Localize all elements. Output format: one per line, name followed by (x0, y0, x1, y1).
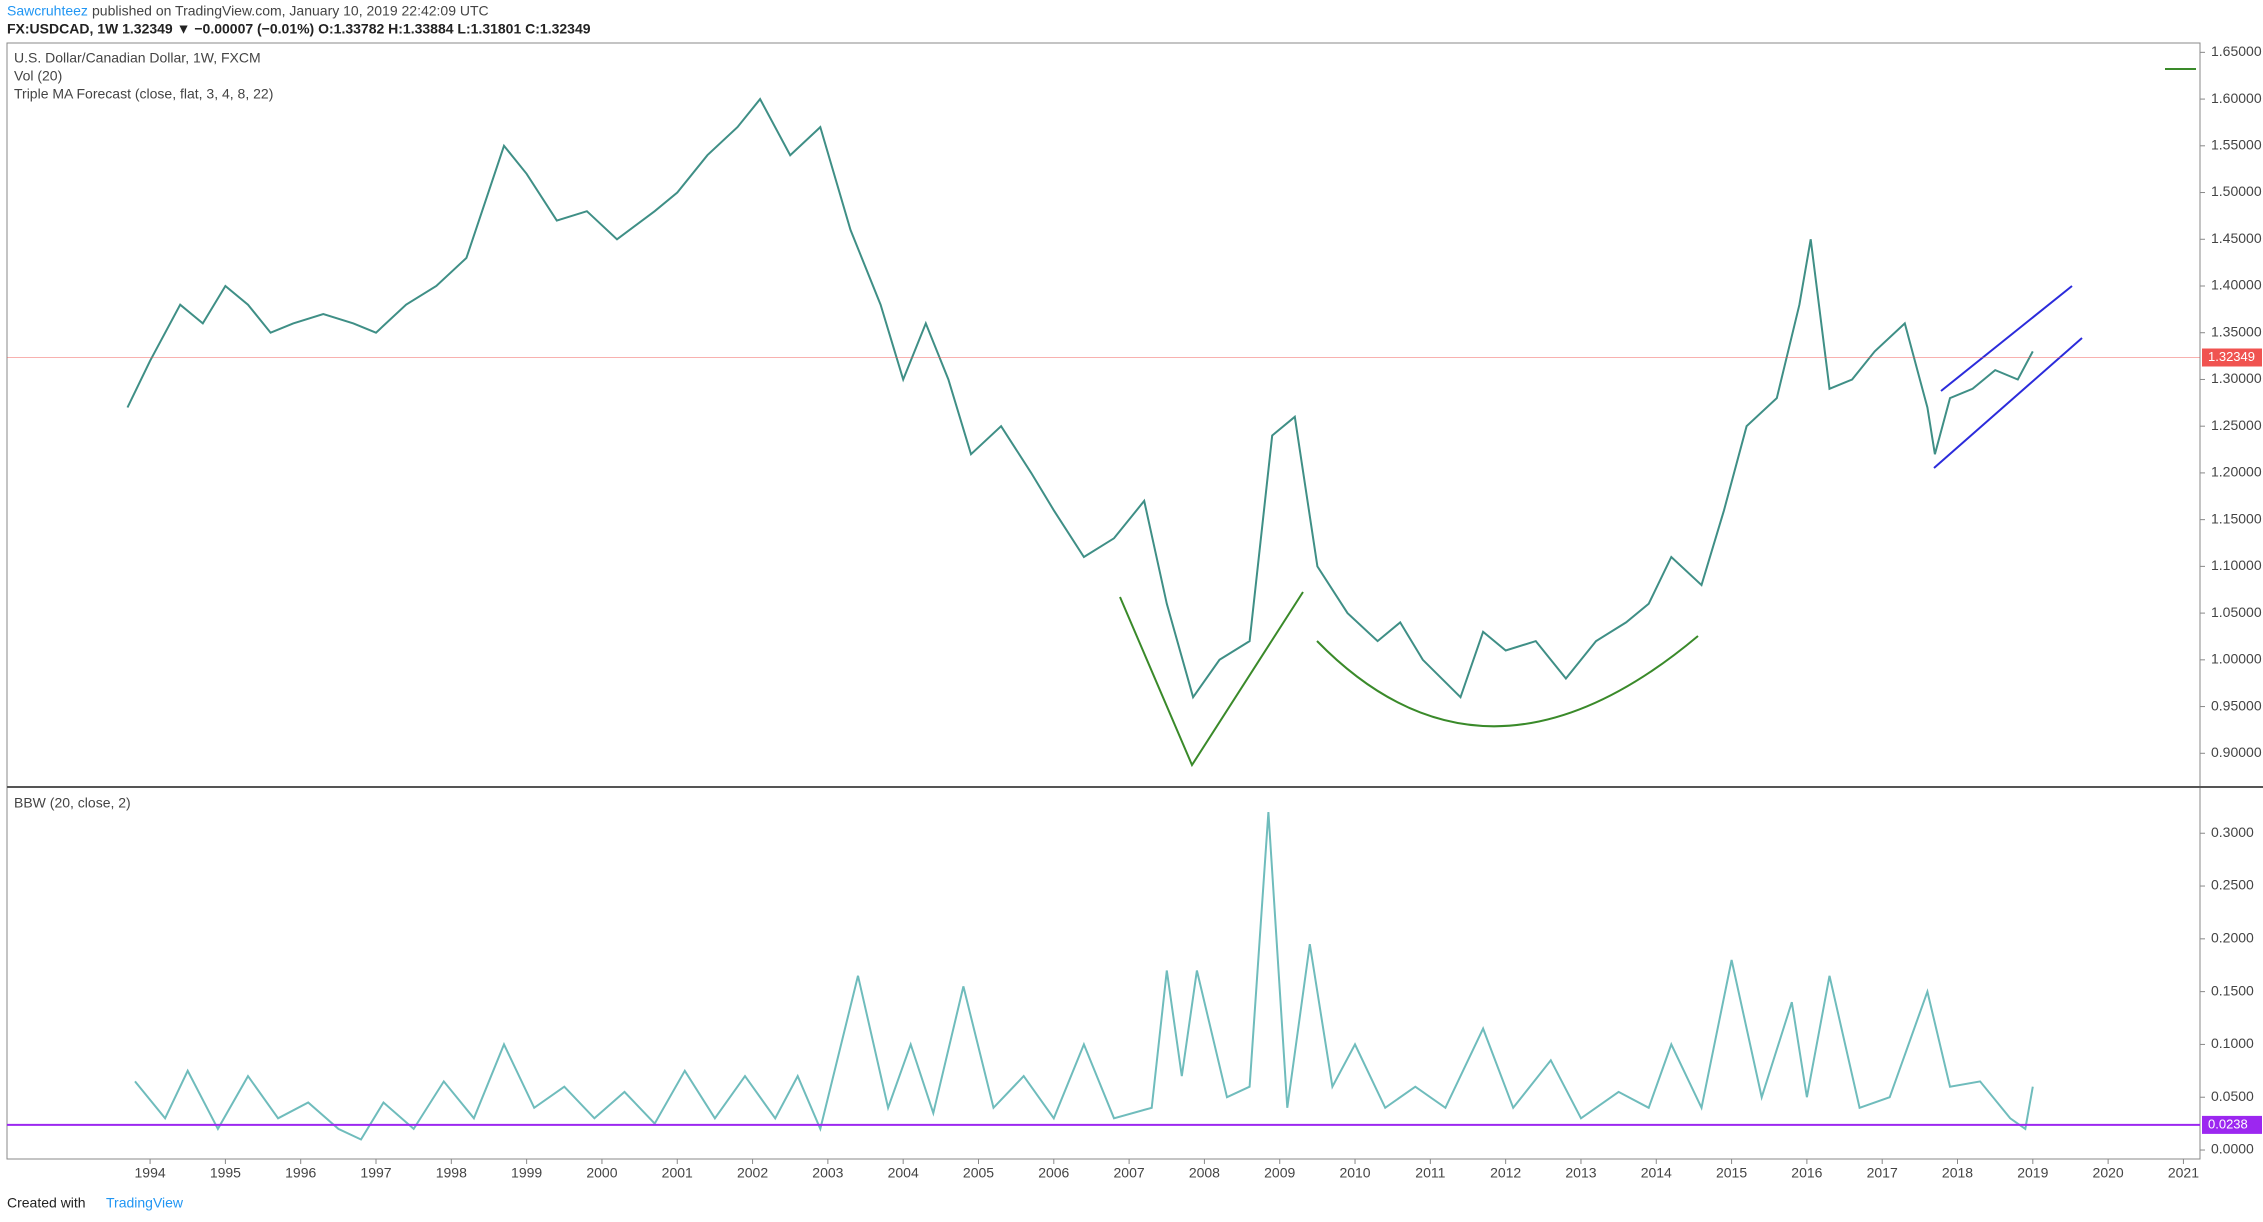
x-tick-label: 2015 (1716, 1165, 1747, 1181)
x-tick-label: 1999 (511, 1165, 542, 1181)
x-tick-label: 2017 (1867, 1165, 1898, 1181)
last-value-label: 1.32349 (2208, 349, 2255, 364)
legend-bbw: BBW (20, close, 2) (14, 795, 131, 811)
y-tick-label: 1.20000 (2211, 464, 2262, 480)
y-tick-label: 1.45000 (2211, 230, 2262, 246)
x-tick-label: 2007 (1114, 1165, 1145, 1181)
y-tick-label: 1.60000 (2211, 90, 2262, 106)
x-tick-label: 2021 (2168, 1165, 2199, 1181)
y-tick-label: 1.30000 (2211, 370, 2262, 386)
y-tick-label: 1.65000 (2211, 43, 2262, 59)
x-tick-label: 2009 (1264, 1165, 1295, 1181)
last-value-box (2202, 1115, 2262, 1134)
channel-lower (1933, 337, 2083, 469)
x-tick-label: 2010 (1339, 1165, 1370, 1181)
x-tick-label: 1997 (360, 1165, 391, 1181)
x-tick-label: 1994 (135, 1165, 166, 1181)
y-tick-label: 0.95000 (2211, 697, 2262, 713)
x-tick-label: 2012 (1490, 1165, 1521, 1181)
y-tick-label: 1.55000 (2211, 137, 2262, 153)
y-tick-label: 1.15000 (2211, 510, 2262, 526)
x-tick-label: 2016 (1791, 1165, 1822, 1181)
y-tick-label: 1.25000 (2211, 417, 2262, 433)
x-tick-label: 2008 (1189, 1165, 1220, 1181)
x-tick-label: 2018 (1942, 1165, 1973, 1181)
x-tick-label: 2003 (812, 1165, 843, 1181)
y-tick-label: 0.0500 (2211, 1088, 2254, 1104)
x-tick-label: 1998 (436, 1165, 467, 1181)
published: published on TradingView.com, January 10… (92, 3, 489, 19)
legend-symbol: U.S. Dollar/Canadian Dollar, 1W, FXCM (14, 50, 261, 66)
quote: FX:USDCAD, 1W 1.32349 ▼ −0.00007 (−0.01%… (7, 21, 591, 37)
v-drawing (1119, 591, 1304, 768)
x-tick-label: 2001 (662, 1165, 693, 1181)
x-tick-label: 2004 (888, 1165, 919, 1181)
y-tick-label: 1.00000 (2211, 651, 2262, 667)
y-tick-label: 0.1500 (2211, 982, 2254, 998)
x-tick-label: 2000 (586, 1165, 617, 1181)
x-tick-label: 2013 (1565, 1165, 1596, 1181)
legend-ma: Triple MA Forecast (close, flat, 3, 4, 8… (14, 86, 273, 102)
curve-drawing (1316, 635, 1699, 728)
y-tick-label: 1.40000 (2211, 277, 2262, 293)
x-tick-label: 2011 (1415, 1165, 1445, 1181)
y-tick-label: 0.2000 (2211, 930, 2254, 946)
x-tick-label: 2006 (1038, 1165, 1069, 1181)
footer-brand[interactable]: TradingView (106, 1195, 184, 1211)
x-tick-label: 2002 (737, 1165, 768, 1181)
y-tick-label: 1.35000 (2211, 323, 2262, 339)
last-value-box (2202, 348, 2262, 367)
y-tick-label: 0.2500 (2211, 877, 2254, 893)
y-tick-label: 0.0000 (2211, 1141, 2254, 1157)
x-tick-label: 2005 (963, 1165, 994, 1181)
channel-upper (1940, 285, 2073, 392)
legend-vol: Vol (20) (14, 68, 62, 84)
y-tick-label: 0.90000 (2211, 744, 2262, 760)
y-tick-label: 1.50000 (2211, 183, 2262, 199)
footer-prefix: Created with (7, 1195, 86, 1211)
x-tick-label: 2019 (2017, 1165, 2048, 1181)
x-tick-label: 1995 (210, 1165, 241, 1181)
y-tick-label: 0.1000 (2211, 1035, 2254, 1051)
y-tick-label: 0.3000 (2211, 824, 2254, 840)
last-value-label: 0.0238 (2208, 1116, 2248, 1131)
x-tick-label: 2014 (1641, 1165, 1672, 1181)
x-tick-label: 2020 (2093, 1165, 2124, 1181)
series-line (126, 97, 2034, 700)
y-tick-label: 1.10000 (2211, 557, 2262, 573)
x-tick-label: 1996 (285, 1165, 316, 1181)
frame (6, 42, 2201, 1160)
series-line (134, 812, 2034, 1141)
y-tick-label: 1.05000 (2211, 604, 2262, 620)
author[interactable]: Sawcruhteez (7, 3, 88, 19)
